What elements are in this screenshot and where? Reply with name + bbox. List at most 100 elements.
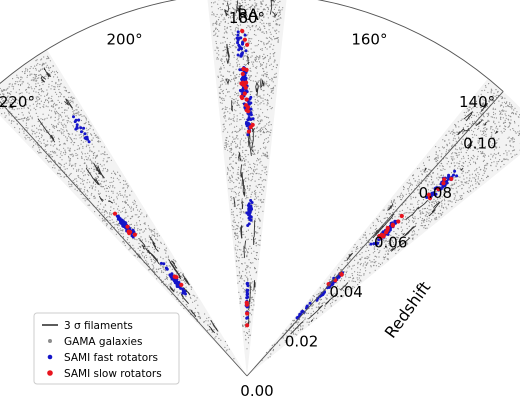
gama-galaxy-point (435, 157, 437, 159)
gama-galaxy-point (21, 92, 23, 94)
gama-galaxy-point (437, 212, 439, 214)
gama-galaxy-point (463, 184, 465, 186)
gama-galaxy-point (250, 79, 252, 82)
gama-galaxy-point (458, 136, 460, 138)
gama-galaxy-point (91, 162, 93, 164)
gama-galaxy-point (286, 340, 288, 342)
gama-galaxy-point (378, 241, 380, 243)
gama-galaxy-point (125, 217, 127, 219)
gama-galaxy-point (433, 183, 435, 185)
gama-galaxy-point (137, 229, 139, 231)
gama-galaxy-point (59, 156, 61, 158)
gama-galaxy-point (241, 156, 243, 158)
gama-galaxy-point (86, 189, 88, 192)
gama-galaxy-point (489, 140, 491, 142)
gama-galaxy-point (410, 183, 412, 185)
gama-galaxy-point (257, 10, 259, 12)
gama-galaxy-point (252, 80, 254, 82)
gama-galaxy-point (88, 123, 90, 125)
gama-galaxy-point (106, 187, 108, 189)
gama-galaxy-point (145, 259, 147, 261)
gama-galaxy-point (243, 158, 245, 160)
gama-galaxy-point (266, 55, 269, 57)
gama-galaxy-point (218, 30, 220, 32)
gama-galaxy-point (60, 93, 63, 95)
gama-galaxy-point (53, 136, 55, 138)
gama-galaxy-point (227, 166, 229, 168)
gama-galaxy-point (483, 103, 485, 105)
gama-galaxy-point (35, 80, 37, 82)
gama-galaxy-point (224, 148, 226, 150)
gama-galaxy-point (247, 279, 249, 281)
gama-galaxy-point (166, 278, 168, 280)
gama-galaxy-point (231, 190, 233, 192)
gama-galaxy-point (105, 180, 107, 182)
gama-galaxy-point (65, 103, 67, 105)
gama-galaxy-point (507, 137, 509, 139)
gama-galaxy-point (319, 302, 321, 304)
gama-galaxy-point (97, 136, 99, 138)
gama-galaxy-point (441, 169, 443, 171)
gama-galaxy-point (498, 100, 500, 102)
gama-galaxy-point (216, 52, 218, 54)
gama-galaxy-point (365, 250, 367, 252)
gama-galaxy-point (72, 168, 75, 170)
gama-galaxy-point (261, 48, 263, 50)
gama-galaxy-point (251, 302, 253, 304)
gama-galaxy-point (265, 128, 267, 131)
gama-galaxy-point (274, 76, 276, 79)
gama-galaxy-point (153, 262, 155, 264)
gama-galaxy-point (304, 317, 306, 319)
gama-galaxy-point (401, 194, 404, 196)
gama-galaxy-point (78, 114, 80, 116)
gama-galaxy-point (100, 203, 102, 205)
gama-galaxy-point (33, 130, 35, 132)
gama-galaxy-point (249, 173, 252, 175)
gama-galaxy-point (493, 153, 495, 155)
gama-galaxy-point (65, 115, 67, 117)
gama-galaxy-point (241, 124, 243, 127)
gama-galaxy-point (242, 164, 244, 166)
gama-galaxy-point (58, 138, 60, 140)
gama-galaxy-point (429, 174, 431, 176)
gama-galaxy-point (412, 216, 414, 219)
gama-galaxy-point (263, 53, 265, 56)
gama-galaxy-point (470, 157, 472, 159)
sami-fast-rotator-point (82, 126, 86, 130)
gama-galaxy-point (452, 152, 454, 154)
filament-line (37, 118, 55, 143)
gama-galaxy-point (265, 174, 268, 176)
gama-galaxy-point (68, 181, 70, 183)
gama-galaxy-point (240, 209, 242, 211)
gama-galaxy-point (105, 187, 108, 189)
gama-galaxy-point (263, 132, 266, 134)
gama-galaxy-point (464, 182, 466, 184)
gama-galaxy-point (315, 317, 318, 319)
gama-galaxy-point (237, 104, 239, 106)
gama-galaxy-point (443, 147, 445, 149)
gama-galaxy-point (258, 40, 260, 42)
gama-galaxy-point (469, 190, 471, 192)
gama-galaxy-point (144, 222, 146, 224)
gama-galaxy-point (267, 60, 270, 62)
gama-galaxy-point (505, 102, 508, 104)
gama-galaxy-point (273, 1, 275, 3)
gama-galaxy-point (132, 208, 135, 210)
gama-galaxy-point (168, 284, 170, 286)
gama-galaxy-point (249, 91, 252, 93)
gama-galaxy-point (235, 234, 237, 236)
gama-galaxy-point (251, 61, 253, 63)
gama-galaxy-point (487, 119, 489, 121)
gama-galaxy-point (474, 170, 476, 172)
gama-galaxy-point (225, 51, 228, 54)
gama-galaxy-point (256, 126, 258, 128)
gama-galaxy-point (387, 240, 389, 243)
gama-galaxy-point (368, 256, 370, 258)
gama-galaxy-point (485, 164, 487, 166)
gama-galaxy-point (238, 76, 240, 78)
gama-galaxy-point (142, 251, 144, 253)
gama-galaxy-point (130, 210, 132, 212)
gama-galaxy-point (118, 231, 120, 233)
gama-galaxy-point (56, 126, 58, 128)
gama-galaxy-point (452, 188, 454, 190)
